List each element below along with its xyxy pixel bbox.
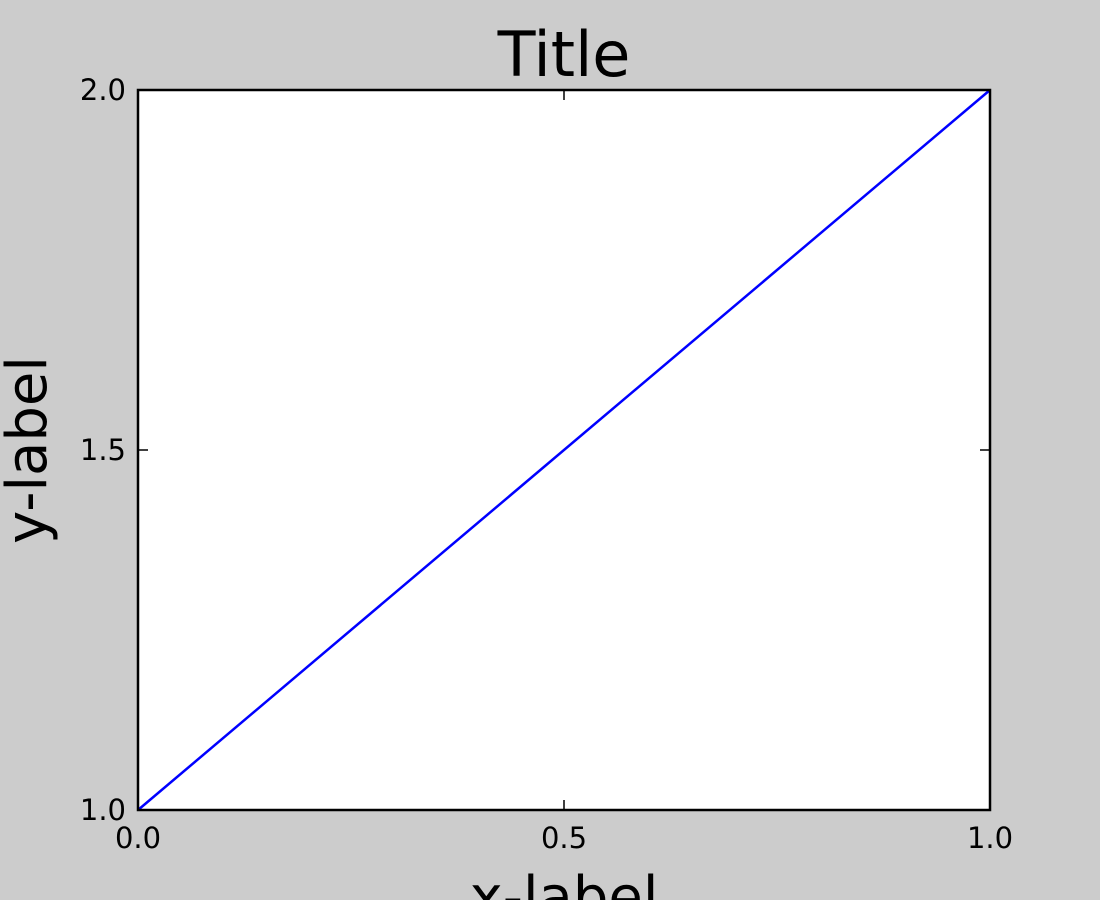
x-axis-label: x-label bbox=[470, 865, 659, 900]
axes-frame bbox=[136, 88, 992, 812]
chart-title: Title bbox=[497, 18, 631, 91]
series-line-0 bbox=[137, 89, 991, 811]
y-tick-label: 1.5 bbox=[80, 433, 126, 467]
x-tick-label: 0.5 bbox=[541, 821, 587, 855]
y-tick-label: 2.0 bbox=[80, 73, 126, 107]
y-axis-label: y-label bbox=[0, 356, 60, 544]
x-tick-label: 0.0 bbox=[115, 821, 161, 855]
x-tick-label: 1.0 bbox=[967, 821, 1013, 855]
y-tick-label: 1.0 bbox=[80, 793, 126, 827]
